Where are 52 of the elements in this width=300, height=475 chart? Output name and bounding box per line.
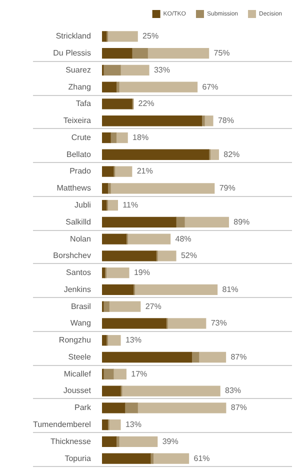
annotation: 17% — [131, 369, 148, 378]
annotation: 21% — [136, 166, 153, 176]
y-tick-label: Suarez — [66, 65, 91, 74]
annotation: 52% — [180, 251, 197, 260]
y-tick-label: Prado — [70, 166, 92, 176]
annotation: 19% — [134, 268, 150, 278]
y-tick-label: Teixeira — [63, 116, 92, 126]
y-tick-label: Topuria — [64, 454, 92, 463]
y-tick-label: Nolan — [70, 234, 91, 244]
annotation: 81% — [222, 284, 238, 294]
annotation: 22% — [138, 99, 154, 108]
y-tick-label: Jenkins — [64, 284, 91, 294]
y-tick-label: Matthews — [56, 184, 91, 193]
annotation: 18% — [132, 132, 149, 142]
y-tick-label: Salkilld — [66, 217, 91, 226]
annotation: 82% — [224, 150, 240, 159]
annotation: 89% — [234, 217, 250, 226]
annotation: 79% — [219, 184, 236, 193]
annotation: 83% — [225, 386, 242, 396]
y-tick-label: Santos — [66, 268, 91, 278]
annotation: 13% — [125, 420, 142, 429]
y-tick-label: Thicknesse — [50, 436, 92, 446]
annotation: 48% — [175, 234, 192, 244]
annotation: 67% — [202, 82, 218, 92]
y-tick-label: Brasil — [70, 302, 92, 311]
annotation: 73% — [210, 318, 227, 328]
annotation: 11% — [122, 200, 138, 210]
annotation: 27% — [145, 302, 162, 311]
annotation: 61% — [194, 454, 210, 463]
y-tick-label: Rongzhu — [58, 336, 91, 345]
y-tick-label: Wang — [70, 318, 91, 328]
annotation: 75% — [214, 48, 230, 58]
y-tick-label: Tafa — [76, 99, 92, 108]
y-tick-label: Strickland — [56, 32, 91, 41]
y-tick-label: Du Plessis — [53, 48, 91, 58]
y-tick-label: Steele — [68, 352, 92, 362]
y-tick-label: Bellato — [66, 150, 92, 159]
y-tick-label: Micallef — [64, 369, 92, 378]
y-tick-label: Jubli — [74, 200, 92, 210]
annotation: 33% — [154, 65, 170, 74]
y-tick-label: Park — [74, 403, 92, 412]
annotation: 39% — [162, 436, 178, 446]
y-tick-label: Zhang — [68, 82, 91, 92]
annotation: 78% — [218, 116, 234, 126]
annotation: 25% — [142, 32, 159, 41]
y-tick-label: Borshchev — [53, 251, 91, 260]
annotation: 13% — [125, 336, 142, 345]
annotation: 87% — [230, 403, 247, 412]
y-tick-label: Jousset — [63, 386, 92, 396]
y-tick-label: Tumendemberel — [33, 420, 92, 429]
y-tick-label: Crute — [71, 132, 92, 142]
annotation: 87% — [230, 352, 247, 362]
